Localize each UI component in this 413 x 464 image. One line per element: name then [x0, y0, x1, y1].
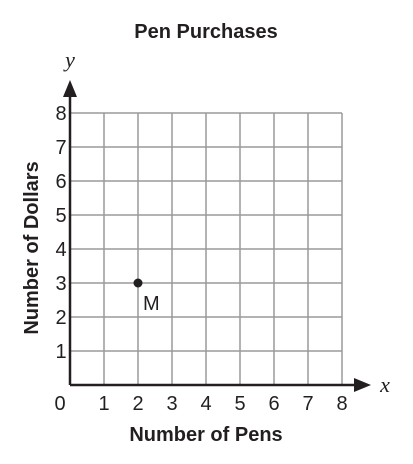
y-tick-label: 1 — [55, 341, 66, 363]
y-tick-label: 5 — [55, 205, 66, 227]
y-tick-label: 6 — [55, 171, 66, 193]
y-axis-title: Number of Dollars — [21, 161, 43, 334]
data-point — [134, 279, 143, 288]
x-tick-label: 2 — [132, 393, 143, 415]
y-tick-label: 8 — [55, 103, 66, 125]
y-axis-variable: y — [63, 47, 75, 72]
x-tick-label: 5 — [234, 393, 245, 415]
axes — [63, 80, 371, 392]
data-point-label: M — [143, 293, 160, 315]
chart-title: Pen Purchases — [134, 21, 277, 43]
x-axis-arrow — [354, 378, 371, 392]
x-tick-label: 4 — [200, 393, 211, 415]
y-tick-labels: 1 2 3 4 5 6 7 8 — [55, 103, 66, 363]
x-tick-label: 0 — [54, 393, 65, 415]
y-tick-label: 2 — [55, 307, 66, 329]
x-tick-label: 3 — [166, 393, 177, 415]
x-tick-label: 1 — [98, 393, 109, 415]
x-axis-title: Number of Pens — [129, 424, 282, 446]
y-axis-arrow — [63, 80, 77, 97]
x-axis-variable: x — [379, 372, 390, 397]
x-tick-label: 8 — [336, 393, 347, 415]
y-tick-label: 4 — [55, 239, 66, 261]
x-tick-labels: 0 1 2 3 4 5 6 7 8 — [54, 393, 347, 415]
x-tick-label: 7 — [302, 393, 313, 415]
y-tick-label: 3 — [55, 273, 66, 295]
x-tick-label: 6 — [268, 393, 279, 415]
y-tick-label: 7 — [55, 137, 66, 159]
grid — [70, 113, 342, 385]
